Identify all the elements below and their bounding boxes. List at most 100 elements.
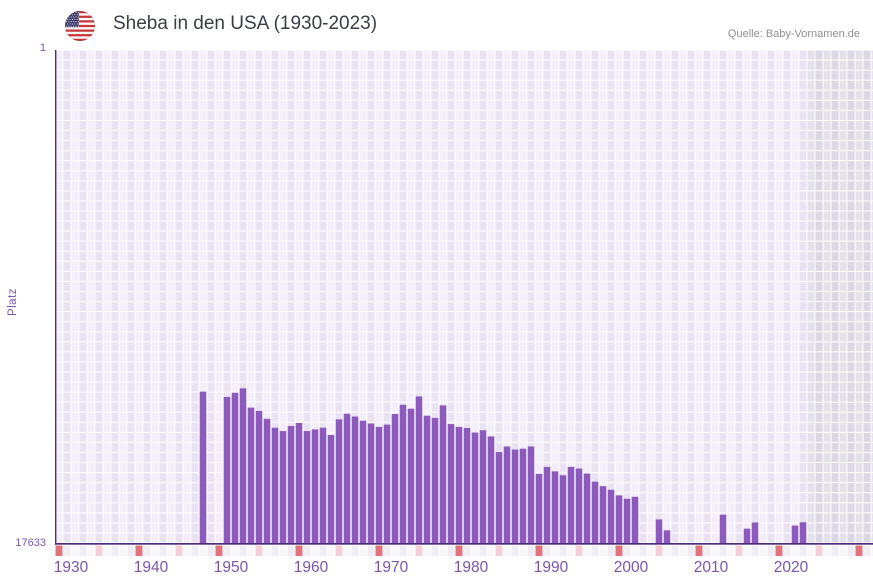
- year-marker: [735, 545, 743, 556]
- bar: [223, 396, 231, 544]
- bar: [263, 418, 271, 544]
- bar: [487, 436, 495, 544]
- bar: [743, 528, 751, 544]
- bar: [575, 468, 583, 544]
- year-marker: [255, 545, 263, 556]
- bar: [423, 415, 431, 544]
- year-marker: [855, 545, 863, 556]
- bar: [799, 522, 807, 544]
- bar: [631, 496, 639, 544]
- bar: [719, 514, 727, 544]
- y-axis-bottom-label: 17633: [15, 537, 46, 549]
- x-tick-label: 1950: [213, 559, 249, 576]
- bar: [511, 449, 519, 544]
- bar: [751, 522, 759, 544]
- bar: [535, 473, 543, 544]
- x-tick-label: 1930: [53, 559, 89, 576]
- bar: [543, 466, 551, 544]
- bar: [519, 448, 527, 544]
- bar: [551, 471, 559, 544]
- bar: [663, 530, 671, 544]
- bar: [567, 466, 575, 544]
- source-attribution: Quelle: Baby-Vornamen.de: [727, 28, 860, 40]
- bar: [367, 423, 375, 544]
- bar: [791, 525, 799, 544]
- bar: [271, 427, 279, 544]
- bar: [247, 407, 255, 544]
- year-marker: [615, 545, 623, 556]
- year-marker: [535, 545, 543, 556]
- bar: [255, 410, 263, 544]
- bar: [431, 417, 439, 544]
- bar: [655, 519, 663, 544]
- year-marker: [215, 545, 223, 556]
- y-axis-line: [55, 50, 57, 545]
- bar-chart-svg: [55, 50, 873, 556]
- bar: [415, 396, 423, 544]
- bar: [231, 392, 239, 544]
- year-marker: [135, 545, 143, 556]
- bar: [311, 429, 319, 544]
- us-flag-icon: [65, 11, 95, 41]
- year-marker: [295, 545, 303, 556]
- bar: [471, 432, 479, 544]
- year-marker: [415, 545, 423, 556]
- chart-title: Sheba in den USA (1930-2023): [113, 13, 378, 34]
- bar: [351, 416, 359, 544]
- bar: [623, 498, 631, 544]
- bar: [287, 426, 295, 544]
- bar: [607, 489, 615, 544]
- bar: [327, 434, 335, 544]
- bar: [559, 475, 567, 544]
- bar: [615, 495, 623, 544]
- year-marker: [775, 545, 783, 556]
- bar: [447, 424, 455, 544]
- bar: [479, 430, 487, 544]
- year-marker: [375, 545, 383, 556]
- bar: [239, 388, 247, 544]
- year-marker: [695, 545, 703, 556]
- bar: [319, 427, 327, 544]
- year-marker: [495, 545, 503, 556]
- y-axis-top-label: 1: [39, 42, 46, 54]
- bar: [199, 391, 207, 544]
- bar: [295, 422, 303, 544]
- year-marker: [175, 545, 183, 556]
- bar: [375, 426, 383, 544]
- year-marker: [335, 545, 343, 556]
- bar: [439, 405, 447, 544]
- bar: [455, 426, 463, 544]
- x-tick-label: 1980: [453, 559, 489, 576]
- bar: [343, 413, 351, 544]
- bar: [495, 452, 503, 544]
- bar: [335, 419, 343, 544]
- year-marker: [55, 545, 63, 556]
- bar: [407, 408, 415, 544]
- x-tick-label: 1960: [293, 559, 329, 576]
- y-axis-title: Platz: [7, 287, 19, 317]
- bar: [303, 431, 311, 544]
- bar: [591, 481, 599, 544]
- bar: [359, 420, 367, 544]
- x-axis-labels: 1930 1940 1950 1960 1970 1980 1990 2000 2010 2020: [53, 559, 873, 581]
- year-marker: [95, 545, 103, 556]
- year-marker: [455, 545, 463, 556]
- year-marker: [575, 545, 583, 556]
- year-marker: [655, 545, 663, 556]
- x-tick-label: 2020: [773, 559, 809, 576]
- bar: [399, 404, 407, 544]
- bar: [463, 427, 471, 544]
- x-tick-label: 1970: [373, 559, 409, 576]
- bar: [599, 486, 607, 544]
- bar: [391, 414, 399, 544]
- bar: [527, 446, 535, 544]
- bar: [583, 473, 591, 544]
- bar: [279, 431, 287, 544]
- x-axis-line: [55, 543, 873, 545]
- year-marker: [815, 545, 823, 556]
- bar: [503, 446, 511, 544]
- x-tick-label: 2000: [613, 559, 649, 576]
- x-tick-label: 1940: [133, 559, 169, 576]
- bar: [383, 424, 391, 544]
